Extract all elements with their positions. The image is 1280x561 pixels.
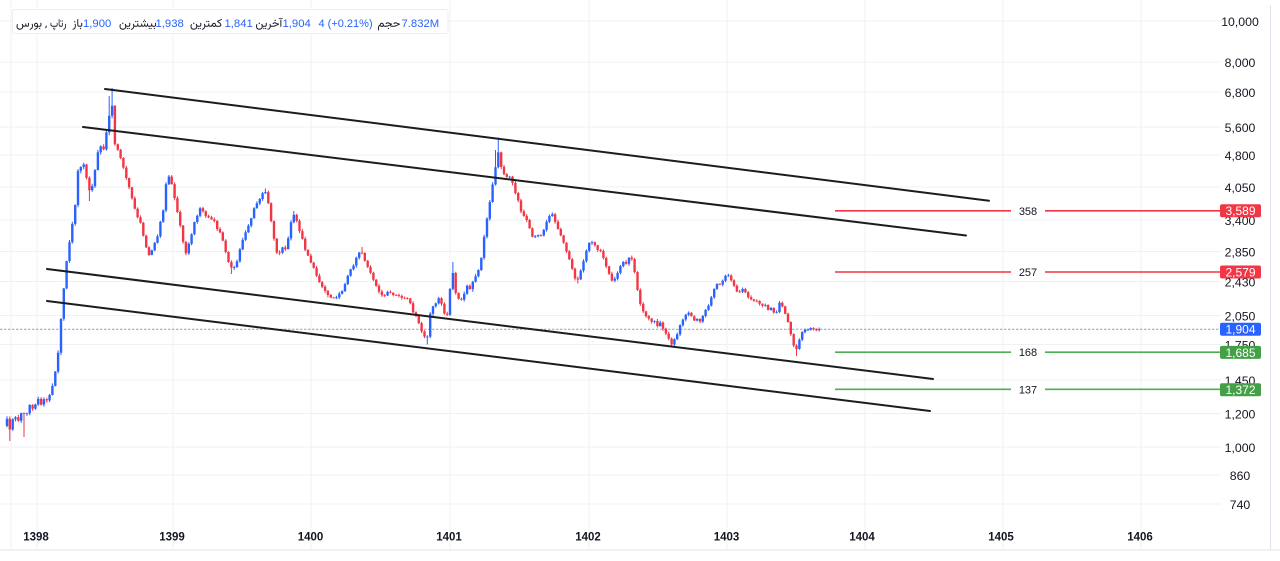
svg-text:3,400: 3,400 — [1225, 214, 1256, 228]
svg-text:358: 358 — [1019, 206, 1037, 218]
svg-text:2,850: 2,850 — [1225, 246, 1256, 260]
svg-text:1,904: 1,904 — [283, 18, 311, 30]
svg-text:168: 168 — [1019, 347, 1037, 359]
svg-text:860: 860 — [1230, 469, 1251, 483]
svg-text:3,589: 3,589 — [1225, 204, 1255, 218]
svg-text:1,841: 1,841 — [225, 18, 253, 30]
svg-text:1405: 1405 — [988, 532, 1014, 544]
svg-text:1,685: 1,685 — [1225, 346, 1255, 360]
svg-text:1402: 1402 — [575, 532, 601, 544]
svg-text:740: 740 — [1230, 498, 1251, 512]
svg-text:6,800: 6,800 — [1225, 86, 1256, 100]
svg-text:1,000: 1,000 — [1225, 441, 1256, 455]
svg-text:1398: 1398 — [23, 532, 49, 544]
svg-text:257: 257 — [1019, 267, 1037, 279]
svg-text:1,938: 1,938 — [156, 18, 184, 30]
svg-text:1,904: 1,904 — [1225, 323, 1255, 337]
svg-text:1,372: 1,372 — [1225, 383, 1255, 397]
svg-text:1406: 1406 — [1127, 532, 1153, 544]
svg-text:4 (+0.21%): 4 (+0.21%) — [319, 18, 373, 30]
svg-text:2,050: 2,050 — [1225, 310, 1256, 324]
svg-text:1,200: 1,200 — [1225, 408, 1256, 422]
svg-text:7.832M: 7.832M — [402, 18, 440, 30]
svg-text:2,579: 2,579 — [1225, 265, 1255, 279]
svg-text:1400: 1400 — [298, 532, 324, 544]
svg-text:1,900: 1,900 — [83, 18, 111, 30]
svg-text:137: 137 — [1019, 384, 1037, 396]
svg-text:1401: 1401 — [436, 532, 462, 544]
svg-text:2,430: 2,430 — [1225, 276, 1256, 290]
svg-text:10,000: 10,000 — [1221, 15, 1259, 29]
svg-text:8,000: 8,000 — [1225, 56, 1256, 70]
svg-text:4,050: 4,050 — [1225, 181, 1256, 195]
svg-text:4,800: 4,800 — [1225, 149, 1256, 163]
svg-text:1404: 1404 — [849, 532, 875, 544]
svg-text:5,600: 5,600 — [1225, 121, 1256, 135]
svg-text:1399: 1399 — [159, 532, 185, 544]
svg-text:1403: 1403 — [714, 532, 740, 544]
